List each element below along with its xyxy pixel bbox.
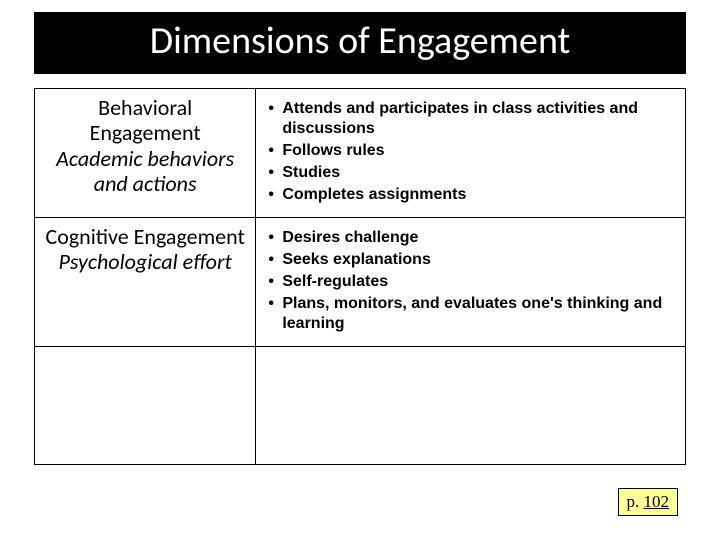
bullet-item: Follows rules bbox=[266, 141, 675, 161]
dimensions-table: Behavioral Engagement Academic behaviors… bbox=[34, 88, 686, 465]
bullet-item: Studies bbox=[266, 163, 675, 183]
bullet-item: Seeks explanations bbox=[266, 250, 675, 270]
dimension-label-cell: Cognitive Engagement Psychological effor… bbox=[35, 218, 256, 347]
table-row: Cognitive Engagement Psychological effor… bbox=[35, 218, 686, 347]
bullet-item: Desires challenge bbox=[266, 228, 675, 248]
dimension-title: Behavioral Engagement bbox=[43, 95, 247, 146]
slide: Dimensions of Engagement Behavioral Enga… bbox=[0, 0, 720, 540]
bullet-item: Completes assignments bbox=[266, 185, 675, 205]
dimension-subtitle: Psychological effort bbox=[43, 249, 247, 274]
dimension-subtitle: Academic behaviors and actions bbox=[43, 146, 247, 197]
dimension-title: Cognitive Engagement bbox=[43, 224, 247, 249]
bullet-list: Desires challenge Seeks explanations Sel… bbox=[264, 224, 677, 340]
bullet-list: Attends and participates in class activi… bbox=[264, 95, 677, 211]
empty-cell bbox=[35, 347, 256, 465]
bullet-item: Attends and participates in class activi… bbox=[266, 99, 675, 139]
bullet-item: Plans, monitors, and evaluates one's thi… bbox=[266, 294, 675, 334]
bullet-item: Self-regulates bbox=[266, 272, 675, 292]
dimension-label-cell: Behavioral Engagement Academic behaviors… bbox=[35, 89, 256, 218]
table-row: Behavioral Engagement Academic behaviors… bbox=[35, 89, 686, 218]
page-ref-prefix: p. bbox=[627, 492, 644, 511]
page-reference-badge: p. 102 bbox=[618, 488, 679, 516]
page-ref-number: 102 bbox=[644, 492, 670, 511]
slide-title: Dimensions of Engagement bbox=[34, 12, 686, 74]
dimension-bullets-cell: Desires challenge Seeks explanations Sel… bbox=[256, 218, 686, 347]
empty-cell bbox=[256, 347, 686, 465]
table-row-empty bbox=[35, 347, 686, 465]
dimension-bullets-cell: Attends and participates in class activi… bbox=[256, 89, 686, 218]
